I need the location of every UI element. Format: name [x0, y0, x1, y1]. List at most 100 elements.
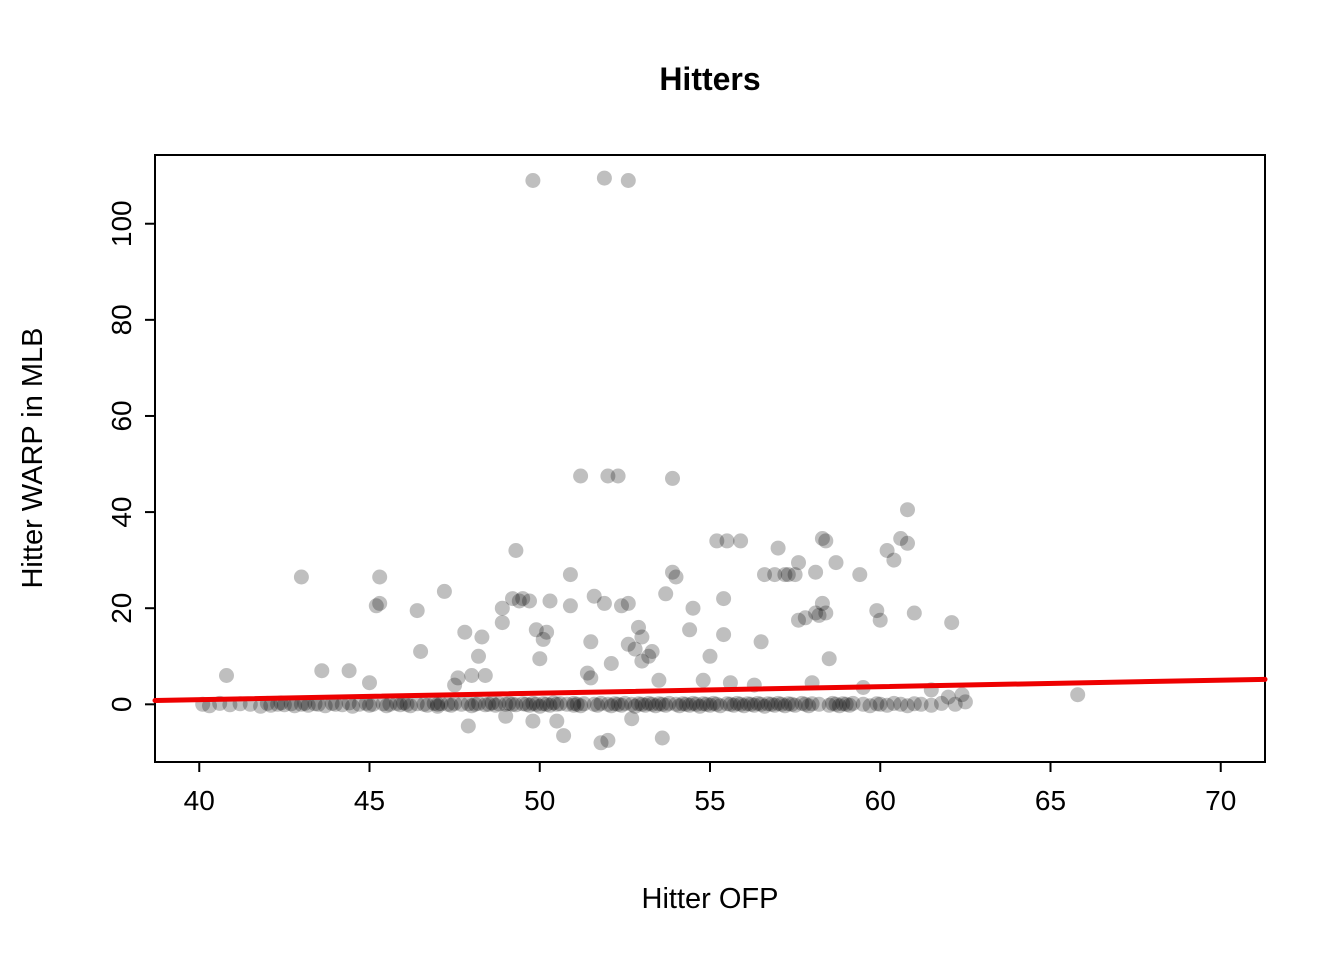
data-point [457, 624, 473, 640]
y-tick-label: 60 [106, 400, 137, 431]
data-point [484, 695, 500, 711]
data-point [852, 567, 868, 583]
data-point [709, 696, 725, 712]
data-point [586, 696, 602, 712]
data-point [780, 567, 796, 583]
data-point [835, 696, 851, 712]
data-point [814, 595, 830, 611]
data-point [651, 696, 667, 712]
data-point [705, 695, 721, 711]
data-point [402, 698, 418, 714]
data-point [368, 598, 384, 614]
data-point [276, 697, 292, 713]
data-point [419, 697, 435, 713]
data-point [607, 696, 623, 712]
data-point [906, 696, 922, 712]
data-point [695, 672, 711, 688]
data-point [627, 641, 643, 657]
data-point [464, 668, 480, 683]
data-point [692, 698, 708, 714]
data-point [494, 615, 510, 631]
data-point [525, 713, 541, 729]
data-point [954, 687, 970, 703]
data-point [842, 697, 858, 713]
data-point [515, 591, 531, 607]
data-point [811, 607, 827, 623]
data-point [481, 696, 497, 712]
data-point [416, 696, 432, 712]
data-point [682, 697, 698, 713]
data-point [583, 670, 599, 686]
data-point [777, 698, 793, 714]
data-point [699, 696, 715, 712]
data-point [627, 698, 643, 714]
data-point [413, 644, 429, 659]
data-point [202, 698, 217, 714]
data-point [596, 595, 612, 611]
data-point [753, 696, 769, 712]
chart-title: Hitters [659, 61, 760, 97]
data-point [709, 533, 725, 549]
data-point [767, 567, 783, 583]
data-point [811, 696, 827, 712]
data-point [722, 696, 738, 712]
data-point [808, 564, 824, 580]
data-point [525, 695, 541, 711]
data-point [477, 668, 493, 683]
data-point [396, 695, 412, 711]
x-axis-label: Hitter OFP [642, 883, 779, 915]
data-point [719, 533, 735, 549]
data-point [893, 531, 909, 546]
data-point [944, 615, 960, 631]
data-point [838, 696, 854, 712]
data-point [685, 600, 701, 616]
data-point [634, 696, 650, 712]
data-point [440, 696, 456, 712]
data-point [923, 697, 939, 713]
data-point [518, 696, 534, 712]
data-point [801, 698, 817, 714]
data-point [287, 698, 303, 714]
data-point [583, 634, 599, 650]
data-point [886, 552, 902, 568]
data-point [893, 696, 909, 712]
data-point [310, 696, 326, 712]
data-point [372, 595, 388, 611]
data-point [491, 696, 507, 712]
data-point [532, 698, 548, 714]
data-point [900, 535, 915, 551]
data-point [879, 697, 895, 713]
data-point [641, 648, 657, 664]
data-point [498, 696, 514, 712]
data-point [345, 698, 360, 714]
data-point [736, 698, 752, 714]
x-tick-label: 60 [865, 785, 896, 816]
data-point [569, 696, 585, 712]
data-point [658, 697, 674, 713]
data-point [505, 591, 520, 607]
data-point [695, 696, 711, 712]
data-point [651, 672, 667, 688]
data-point [791, 555, 806, 571]
x-tick-label: 55 [694, 785, 725, 816]
data-point [436, 583, 452, 599]
data-point [559, 696, 575, 712]
data-point [300, 697, 316, 713]
data-point [362, 697, 377, 713]
data-point [791, 612, 806, 628]
data-point [508, 543, 524, 558]
data-point [593, 735, 609, 751]
data-point [525, 173, 541, 188]
data-point [886, 695, 902, 711]
data-point [740, 696, 755, 712]
x-tick-label: 40 [184, 785, 215, 816]
data-point [351, 696, 367, 712]
data-point [522, 593, 537, 609]
data-point [719, 696, 735, 712]
data-point [593, 695, 609, 711]
data-point [379, 698, 394, 714]
data-point [447, 695, 463, 711]
data-point [467, 696, 483, 712]
data-point [528, 622, 544, 638]
data-point [392, 697, 408, 713]
